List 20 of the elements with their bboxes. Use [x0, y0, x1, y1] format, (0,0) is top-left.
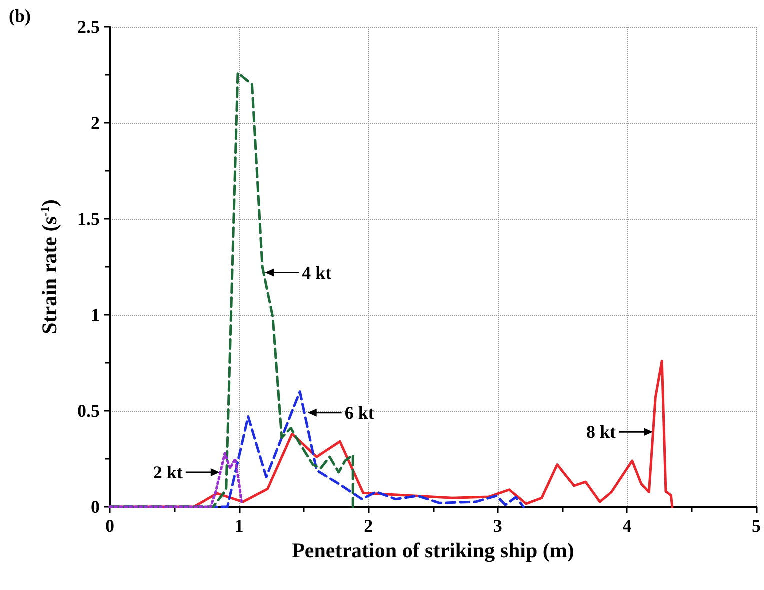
- y-tick-label: 0: [91, 497, 100, 517]
- y-tick-label: 2.5: [78, 17, 100, 37]
- annotation: 8 kt: [586, 422, 616, 442]
- y-tick-label: 1.5: [78, 209, 100, 229]
- y-axis-title: Strain rate (s-1): [38, 200, 62, 334]
- line-series: [108, 452, 244, 508]
- y-tick-label: 0.5: [78, 401, 100, 421]
- x-tick-label: 3: [493, 516, 502, 536]
- x-axis-title: Penetration of striking ship (m): [292, 538, 574, 562]
- chart-title: (b): [9, 6, 32, 26]
- annotation: 2 kt: [153, 462, 183, 482]
- y-tick-label: 1: [91, 305, 100, 325]
- x-tick-label: 0: [106, 516, 114, 536]
- y-tick-label: 2: [91, 113, 100, 133]
- annotation: 4 kt: [302, 262, 332, 283]
- annotation: 6 kt: [344, 402, 374, 423]
- x-tick-label: 2: [364, 516, 374, 536]
- x-tick-label: 5: [752, 516, 761, 536]
- x-tick-label: 4: [622, 516, 632, 536]
- x-tick-label: 1: [234, 516, 244, 536]
